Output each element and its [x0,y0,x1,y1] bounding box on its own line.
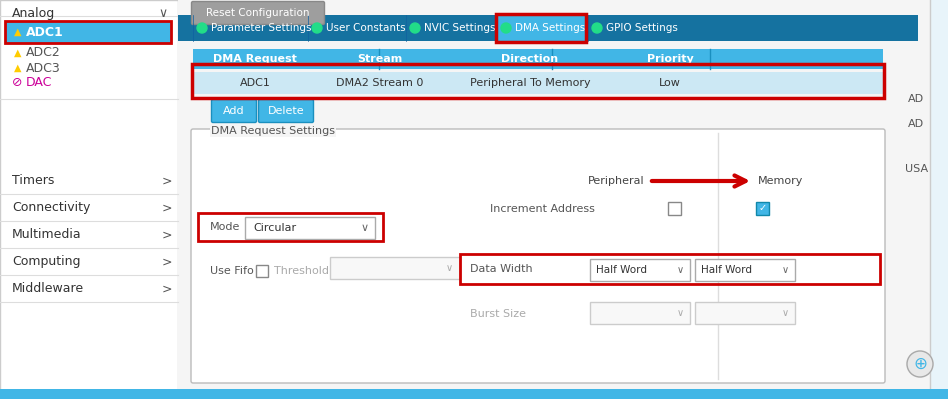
Text: ∨: ∨ [677,308,684,318]
Text: Memory: Memory [758,176,803,186]
Text: Increment Address: Increment Address [490,204,595,214]
Text: Half Word: Half Word [596,265,647,275]
Text: ADC1: ADC1 [26,26,64,38]
Bar [588,15,678,41]
Text: Half Word: Half Word [701,265,752,275]
Bar [330,257,460,279]
Bar [668,202,681,215]
Text: Peripheral: Peripheral [589,176,645,186]
Bar [198,213,383,241]
Text: ▲: ▲ [14,48,22,58]
Text: DMA Request: DMA Request [213,54,297,64]
Text: >: > [162,174,173,188]
Text: Delete: Delete [267,106,304,116]
Bar [308,15,403,41]
Bar [193,15,305,41]
Text: >: > [162,282,173,296]
Text: Add: Add [223,106,245,116]
Bar [756,202,769,215]
Bar [178,15,918,41]
Text: GPIO Settings: GPIO Settings [606,23,678,33]
Text: ▲: ▲ [14,63,22,73]
Text: Reset Configuration: Reset Configuration [207,8,310,18]
Bar [496,14,586,42]
Bar [930,0,948,399]
Text: Low: Low [659,78,681,88]
Text: ∨: ∨ [677,265,684,275]
Circle shape [907,351,933,377]
Text: Multimedia: Multimedia [12,229,82,241]
Text: Middleware: Middleware [12,282,84,296]
Circle shape [312,23,322,33]
Text: Data Width: Data Width [470,264,533,274]
FancyArrowPatch shape [652,176,745,187]
Text: Threshold: Threshold [274,266,329,276]
Bar [460,254,880,284]
Text: ⊕: ⊕ [913,355,927,373]
Text: Computing: Computing [12,255,81,269]
Text: User Constants: User Constants [326,23,406,33]
Text: ∨: ∨ [446,263,453,273]
FancyBboxPatch shape [211,99,257,122]
Text: Circular: Circular [253,223,296,233]
Text: ADC1: ADC1 [240,78,270,88]
Text: >: > [162,229,173,241]
FancyBboxPatch shape [191,2,324,24]
Text: ∨: ∨ [158,7,167,20]
Bar [497,15,585,41]
Bar [0,0,178,399]
Bar [245,217,375,239]
Text: DMA Request Settings: DMA Request Settings [211,126,335,136]
Bar [590,302,690,324]
Text: Direction: Direction [501,54,558,64]
Text: ADC2: ADC2 [26,47,61,59]
Text: ▲: ▲ [14,27,22,37]
Circle shape [592,23,602,33]
Text: Burst Size: Burst Size [470,309,526,319]
Bar [178,0,948,399]
Text: >: > [162,255,173,269]
Text: Analog: Analog [12,7,55,20]
Text: ∨: ∨ [361,223,369,233]
Circle shape [501,23,511,33]
Bar [192,64,884,98]
FancyBboxPatch shape [191,129,885,383]
Text: Peripheral To Memory: Peripheral To Memory [469,78,591,88]
Bar [193,49,883,69]
Bar [590,259,690,281]
Bar [193,72,883,94]
Text: ∨: ∨ [782,265,789,275]
Bar [0,389,948,399]
Text: Parameter Settings: Parameter Settings [211,23,312,33]
Text: DAC: DAC [26,77,52,89]
Text: Use Fifo: Use Fifo [210,266,254,276]
Text: Stream: Stream [357,54,403,64]
Bar [695,302,795,324]
Bar [406,15,494,41]
Text: Priority: Priority [647,54,693,64]
Text: Connectivity: Connectivity [12,201,90,215]
Circle shape [197,23,207,33]
Bar [5,21,171,43]
Text: Timers: Timers [12,174,54,188]
Text: USA: USA [905,164,928,174]
Text: AD: AD [908,119,924,129]
Text: DMA Settings: DMA Settings [515,23,585,33]
Text: AD: AD [908,94,924,104]
Bar [695,259,795,281]
Bar [256,265,268,277]
Text: ∨: ∨ [782,308,789,318]
Text: DMA2 Stream 0: DMA2 Stream 0 [337,78,424,88]
Text: ⊘: ⊘ [12,77,23,89]
Text: Mode: Mode [210,222,241,232]
Text: NVIC Settings: NVIC Settings [424,23,496,33]
Text: >: > [162,201,173,215]
Circle shape [410,23,420,33]
FancyBboxPatch shape [259,99,314,122]
Text: ✓: ✓ [758,203,767,213]
Text: ADC3: ADC3 [26,61,61,75]
